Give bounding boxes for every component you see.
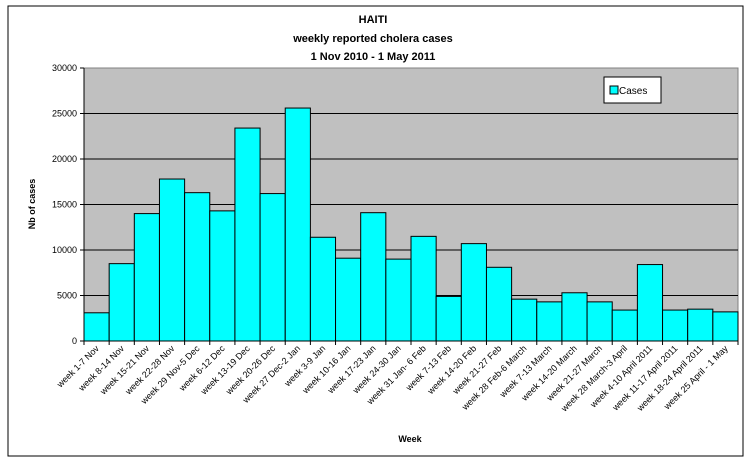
bar	[83, 312, 110, 342]
chart-title-line-2: weekly reported cholera cases	[292, 33, 453, 45]
bar	[511, 298, 538, 342]
bar	[435, 295, 462, 342]
chart-title-line-1: HAITI	[359, 14, 388, 26]
y-tick-label: 10000	[52, 245, 77, 255]
y-tick-label: 0	[72, 336, 77, 346]
y-axis-title: Nb of cases	[27, 179, 37, 230]
x-axis-title: Week	[398, 434, 422, 444]
y-tick-label: 15000	[52, 200, 77, 210]
bar	[108, 263, 135, 342]
bar	[309, 236, 337, 342]
y-tick-label: 25000	[52, 109, 77, 119]
bar	[360, 212, 387, 342]
bar	[133, 213, 160, 342]
bar	[611, 309, 638, 342]
bar	[284, 107, 311, 342]
y-tick-label: 5000	[57, 291, 77, 301]
bar	[460, 243, 487, 342]
bar	[485, 266, 513, 342]
bars	[83, 107, 739, 342]
y-tick-label: 20000	[52, 154, 77, 164]
legend-swatch	[609, 85, 619, 95]
bar	[335, 257, 362, 342]
bar	[536, 301, 563, 342]
bar	[234, 127, 261, 342]
legend: Cases	[603, 76, 662, 104]
bar	[184, 192, 211, 342]
bar	[687, 308, 714, 342]
bar	[158, 178, 186, 342]
bar	[410, 235, 437, 342]
bar	[586, 301, 613, 342]
bar	[662, 309, 689, 342]
y-tick-label: 30000	[52, 63, 77, 73]
bar	[636, 264, 664, 342]
bar	[209, 210, 236, 342]
bar	[712, 311, 739, 342]
chart-title-line-3: 1 Nov 2010 - 1 May 2011	[311, 51, 436, 63]
y-axis: 0 5000 10000 15000 20000 25000 30000	[52, 63, 85, 346]
legend-label: Cases	[619, 86, 647, 97]
bar	[561, 292, 588, 342]
bar	[259, 193, 286, 342]
bar	[385, 258, 412, 342]
